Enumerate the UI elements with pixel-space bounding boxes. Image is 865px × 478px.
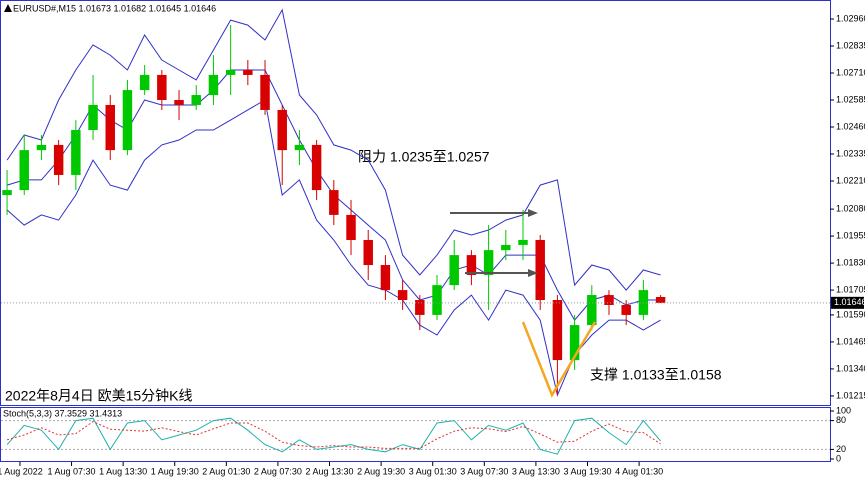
candle-body bbox=[157, 74, 167, 101]
y-tick-label: 1.02835 bbox=[836, 40, 865, 50]
candle-body bbox=[277, 109, 287, 151]
chart-title: EURUSD#,M15 1.01673 1.01682 1.01645 1.01… bbox=[13, 3, 216, 13]
candle-body bbox=[71, 130, 81, 175]
stoch-tick-label: 80 bbox=[836, 415, 846, 425]
candle-body bbox=[655, 297, 666, 303]
candle-body bbox=[604, 295, 614, 305]
last-price-box bbox=[831, 296, 864, 309]
y-tick-label: 1.01465 bbox=[836, 336, 865, 346]
candle-body bbox=[449, 255, 459, 286]
candle-body bbox=[535, 239, 545, 301]
candle-body bbox=[415, 300, 425, 315]
candle-body bbox=[243, 69, 253, 75]
candle-body bbox=[105, 104, 115, 151]
candle-body bbox=[397, 290, 408, 301]
y-tick-label: 1.01590 bbox=[836, 309, 865, 319]
x-tick-label: 2 Aug 19:30 bbox=[357, 466, 405, 476]
candle-body bbox=[432, 285, 442, 315]
candle-body bbox=[88, 104, 98, 131]
last-price-label: 1.01646 bbox=[834, 297, 865, 307]
v-pattern bbox=[521, 321, 597, 398]
x-tick-label: 3 Aug 19:30 bbox=[563, 466, 611, 476]
candle-body bbox=[36, 144, 47, 151]
y-tick-label: 1.01215 bbox=[836, 390, 865, 400]
candle-body bbox=[191, 95, 201, 105]
x-tick-label: 1 Aug 2022 bbox=[0, 466, 43, 476]
x-tick-label: 1 Aug 19:30 bbox=[151, 466, 199, 476]
candle-body bbox=[53, 144, 64, 175]
x-tick-label: 1 Aug 13:30 bbox=[99, 466, 147, 476]
band-upper bbox=[6, 8, 661, 291]
y-tick-label: 1.02960 bbox=[836, 13, 865, 23]
candle-body bbox=[363, 239, 373, 266]
stoch-main bbox=[6, 417, 661, 455]
candle-body bbox=[621, 304, 631, 315]
candle-body bbox=[552, 300, 563, 361]
candle-body bbox=[311, 144, 322, 191]
main-panel bbox=[0, 0, 831, 406]
candle-body bbox=[139, 74, 150, 91]
resistance-annotation: 阻力 1.0235至1.0257 bbox=[358, 149, 490, 165]
candle-body bbox=[294, 144, 305, 151]
stoch-tick-label: 20 bbox=[836, 444, 846, 454]
x-tick-label: 4 Aug 01:30 bbox=[615, 466, 663, 476]
title-icon bbox=[4, 4, 12, 12]
y-tick-label: 1.02710 bbox=[836, 67, 865, 77]
stoch-signal bbox=[6, 421, 661, 449]
stoch-tick-label: 0 bbox=[836, 453, 841, 463]
stoch-panel bbox=[0, 407, 831, 462]
candle-body bbox=[2, 190, 12, 196]
x-tick-label: 2 Aug 07:30 bbox=[254, 466, 302, 476]
candle-body bbox=[122, 90, 133, 151]
y-tick-label: 1.01705 bbox=[836, 284, 865, 294]
y-tick-label: 1.02460 bbox=[836, 121, 865, 131]
candle-body bbox=[483, 250, 494, 275]
x-tick-label: 1 Aug 07:30 bbox=[48, 466, 96, 476]
arrow-head bbox=[528, 269, 538, 277]
date-annotation: 2022年8月4日 欧美15分钟K线 bbox=[5, 388, 193, 404]
band-lower bbox=[6, 99, 661, 397]
candle-body bbox=[329, 190, 339, 215]
y-tick-label: 1.01955 bbox=[836, 230, 865, 240]
candle-body bbox=[380, 265, 391, 291]
drawings bbox=[450, 209, 597, 398]
arrow-head bbox=[528, 209, 538, 217]
y-tick-label: 1.02210 bbox=[836, 175, 865, 185]
x-tick-label: 3 Aug 13:30 bbox=[512, 466, 560, 476]
y-tick-label: 1.02585 bbox=[836, 94, 865, 104]
stoch-title: Stoch(5,3,3) 37.3529 31.4313 bbox=[3, 408, 122, 418]
candle-body bbox=[346, 214, 356, 240]
x-tick-label: 2 Aug 13:30 bbox=[305, 466, 353, 476]
candle-body bbox=[569, 325, 580, 361]
candle-body bbox=[501, 244, 511, 251]
candle-body bbox=[260, 74, 270, 110]
x-tick-label: 3 Aug 07:30 bbox=[460, 466, 508, 476]
y-tick-label: 1.01340 bbox=[836, 363, 865, 373]
x-tick-label: 3 Aug 01:30 bbox=[409, 466, 457, 476]
stoch-tick-label: 100 bbox=[836, 405, 851, 415]
candle-body bbox=[587, 295, 597, 326]
candle-body bbox=[208, 74, 219, 96]
y-tick-label: 1.02080 bbox=[836, 203, 865, 213]
candle-body bbox=[466, 255, 477, 275]
candle-body bbox=[174, 100, 184, 105]
y-tick-label: 1.01830 bbox=[836, 257, 865, 267]
candle-body bbox=[19, 150, 29, 191]
x-tick-label: 2 Aug 01:30 bbox=[202, 466, 250, 476]
candle-body bbox=[518, 239, 528, 245]
y-tick-label: 1.02335 bbox=[836, 148, 865, 158]
support-annotation: 支撑 1.0133至1.0158 bbox=[590, 367, 722, 383]
candle-body bbox=[225, 69, 236, 75]
